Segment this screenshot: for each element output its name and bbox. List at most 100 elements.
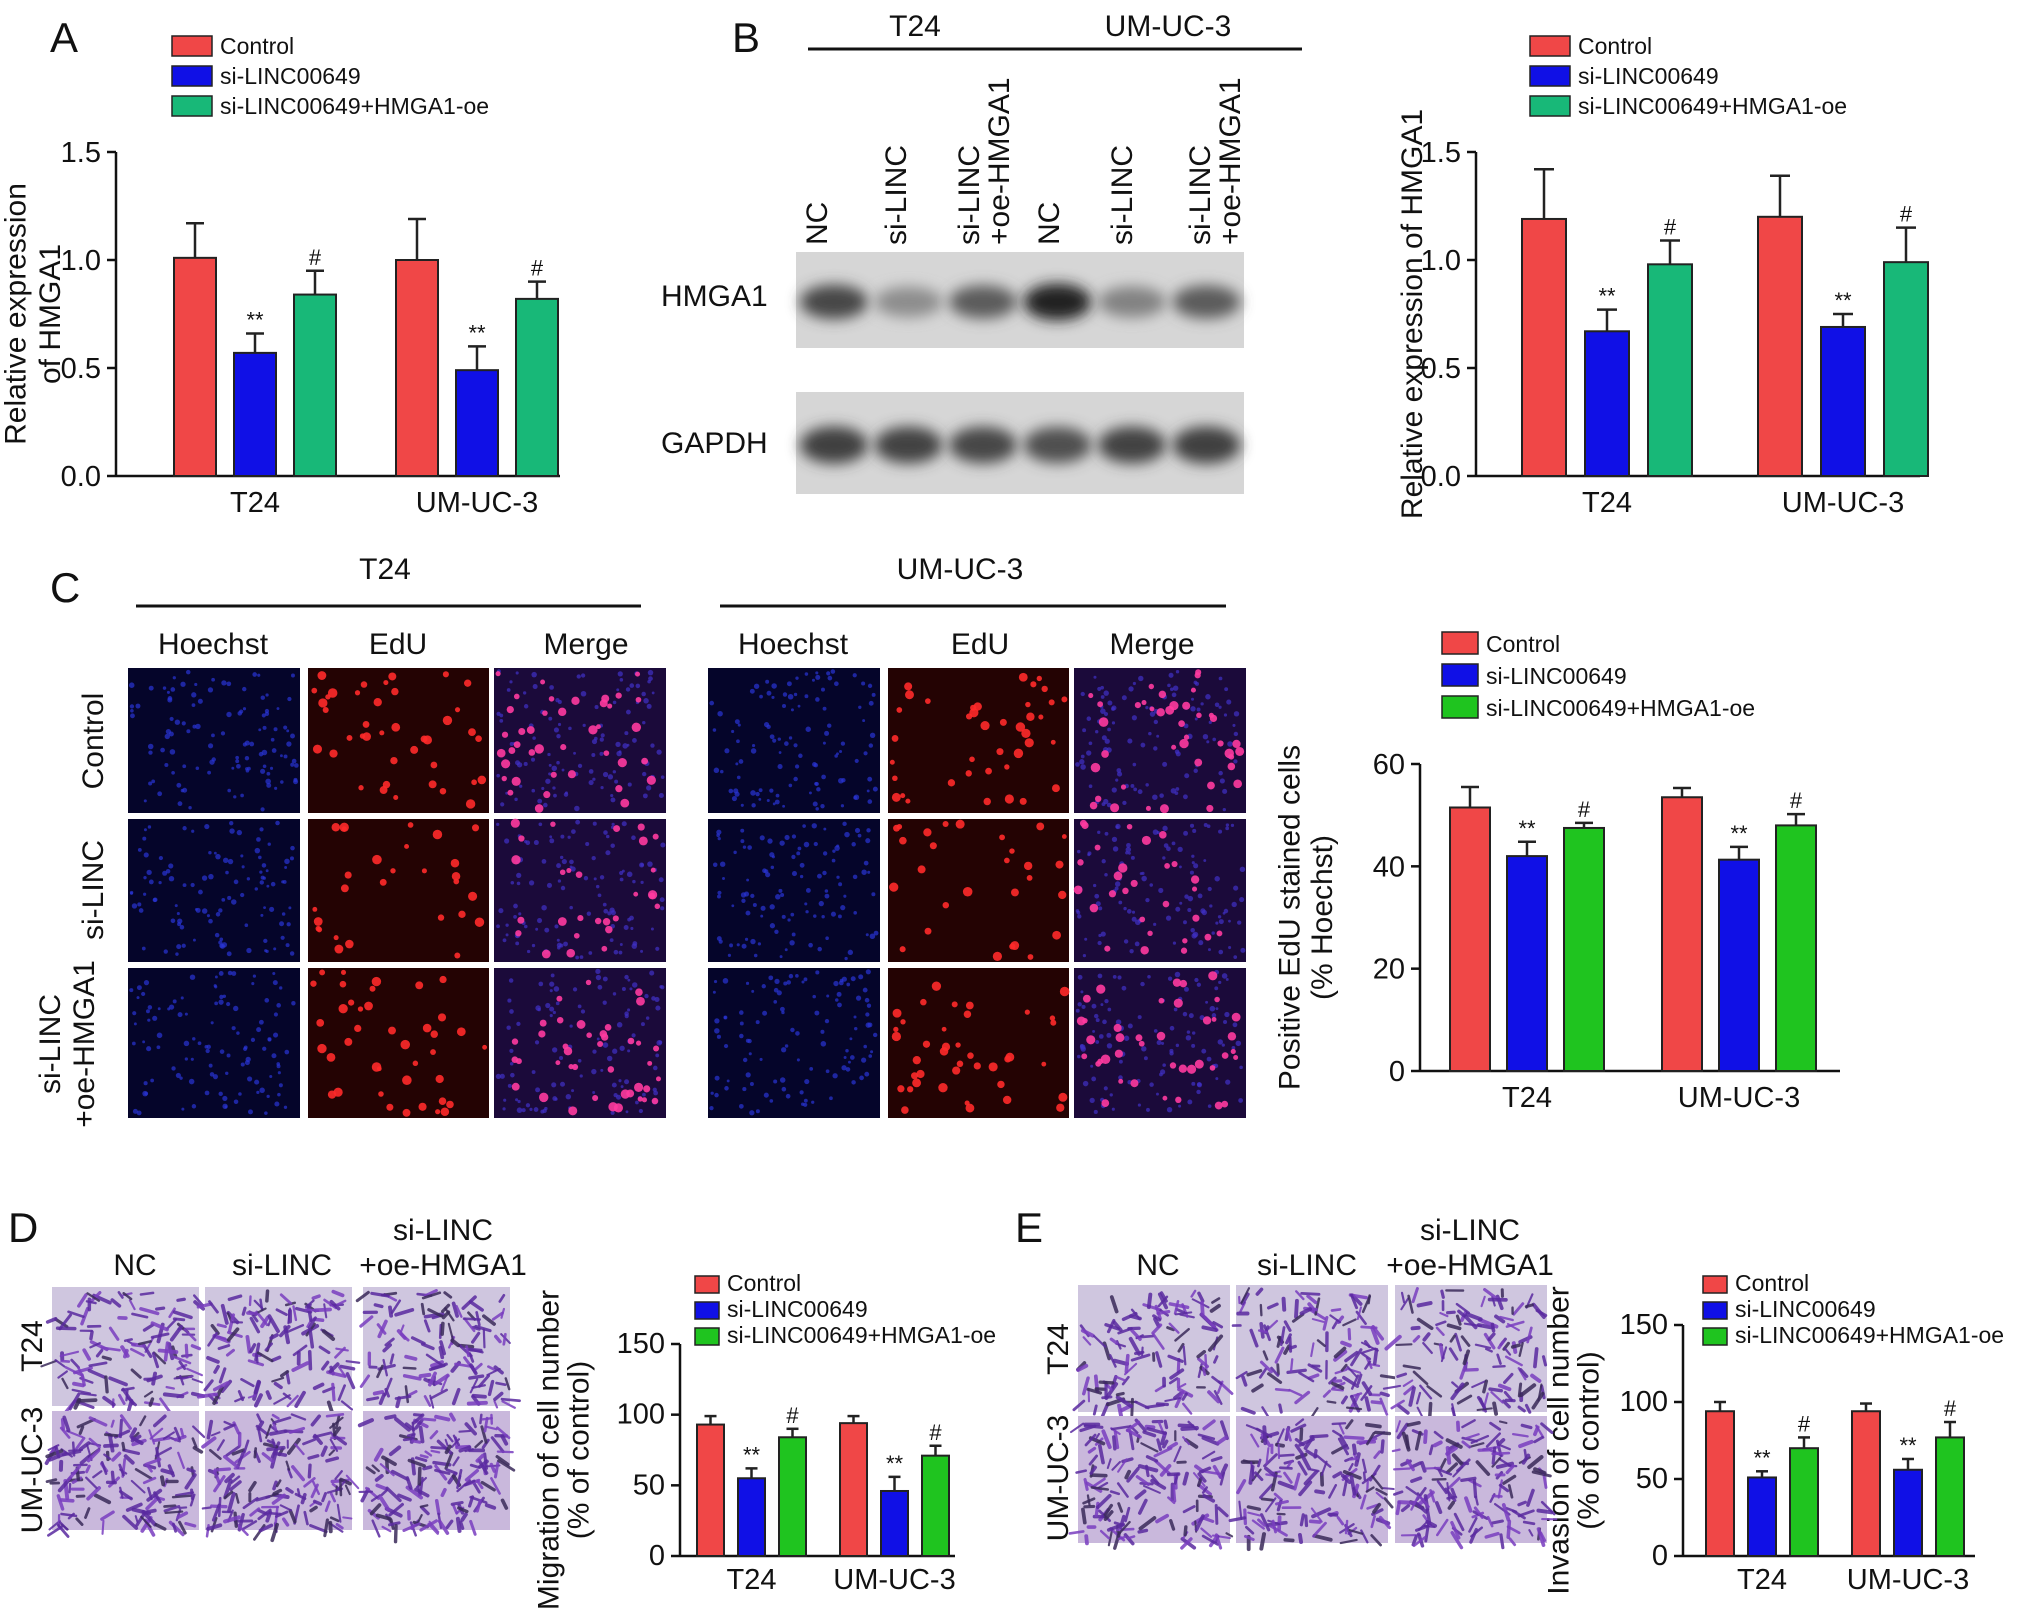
hoechst-nucleus xyxy=(1235,1040,1242,1047)
hoechst-nucleus xyxy=(1238,1098,1244,1103)
hoechst-nucleus xyxy=(801,980,805,984)
migration-stained-cell xyxy=(268,1511,282,1516)
hoechst-nucleus xyxy=(871,692,876,697)
hoechst-nucleus xyxy=(1167,976,1173,981)
migration-stained-cell xyxy=(381,1455,397,1467)
hoechst-nucleus xyxy=(1149,1082,1154,1087)
hoechst-nucleus xyxy=(610,797,616,803)
edu-positive-cell xyxy=(1018,672,1028,682)
migration-stained-cell xyxy=(371,1519,381,1538)
migration-stained-cell xyxy=(425,1353,443,1366)
hoechst-nucleus xyxy=(176,782,182,788)
invasion-stained-cell xyxy=(1115,1391,1125,1397)
edu-positive-cell xyxy=(615,785,623,793)
migration-stained-cell xyxy=(271,1413,280,1420)
hoechst-nucleus xyxy=(822,851,828,856)
hoechst-nucleus xyxy=(1207,886,1212,892)
hoechst-nucleus xyxy=(1194,681,1200,686)
hoechst-nucleus xyxy=(803,841,810,848)
edu-positive-cell xyxy=(653,1045,660,1052)
migration-stained-cell xyxy=(380,1489,388,1496)
invasion-stained-cell xyxy=(1082,1376,1090,1396)
hoechst-nucleus xyxy=(143,828,147,832)
x-tick-label: T24 xyxy=(230,487,280,519)
invasion-stained-cell xyxy=(1422,1341,1433,1355)
invasion-stained-cell xyxy=(1167,1496,1176,1505)
hoechst-nucleus xyxy=(1145,706,1149,710)
hoechst-nucleus xyxy=(862,719,866,723)
invasion-stained-cell xyxy=(1451,1453,1464,1466)
hoechst-nucleus xyxy=(164,733,170,740)
migration-stained-cell xyxy=(95,1348,104,1358)
hoechst-nucleus xyxy=(509,680,513,684)
hoechst-nucleus xyxy=(588,951,593,955)
hoechst-nucleus xyxy=(812,801,818,807)
invasion-stained-cell xyxy=(1474,1343,1492,1349)
invasion-stained-cell xyxy=(1382,1384,1402,1390)
hoechst-nucleus xyxy=(132,1011,137,1016)
hoechst-nucleus xyxy=(197,1041,202,1046)
edu-positive-cell xyxy=(605,925,613,934)
invasion-stained-cell xyxy=(1117,1535,1127,1541)
edu-positive-cell xyxy=(1101,750,1109,758)
hoechst-nucleus xyxy=(523,924,528,929)
hoechst-nucleus xyxy=(207,770,211,775)
migration-stained-cell xyxy=(375,1513,392,1521)
edu-positive-cell xyxy=(556,1016,564,1024)
edu-positive-cell xyxy=(346,735,353,741)
edu-positive-cell xyxy=(1156,708,1165,717)
hoechst-nucleus xyxy=(1221,1043,1225,1047)
migration-stained-cell xyxy=(471,1393,487,1399)
edu-positive-cell xyxy=(1126,823,1133,830)
hoechst-nucleus xyxy=(509,741,514,746)
migration-stained-cell xyxy=(223,1420,234,1427)
hoechst-nucleus xyxy=(169,749,176,755)
invasion-stained-cell xyxy=(1499,1533,1505,1550)
hoechst-nucleus xyxy=(787,918,791,922)
migration-stained-cell xyxy=(247,1394,257,1399)
hoechst-nucleus xyxy=(652,1065,658,1071)
edu-positive-cell xyxy=(947,779,956,787)
hoechst-nucleus xyxy=(175,1072,181,1079)
edu-positive-cell xyxy=(464,679,472,687)
hoechst-nucleus xyxy=(784,948,788,952)
edu-positive-cell xyxy=(1190,687,1196,693)
hoechst-nucleus xyxy=(1239,896,1245,903)
migration-stained-cell xyxy=(464,1422,477,1436)
invasion-stained-cell xyxy=(1383,1497,1394,1509)
migration-stained-cell xyxy=(294,1443,305,1456)
hoechst-nucleus xyxy=(1232,1022,1238,1028)
migration-stained-cell xyxy=(504,1377,511,1391)
edu-positive-cell xyxy=(1232,739,1241,749)
migration-stained-cell xyxy=(423,1319,431,1333)
hoechst-nucleus xyxy=(796,851,801,856)
hoechst-nucleus xyxy=(502,1107,506,1111)
edu-positive-cell xyxy=(1214,1101,1223,1110)
invasion-stained-cell xyxy=(1068,1530,1085,1535)
hoechst-nucleus xyxy=(1093,675,1097,679)
hoechst-nucleus xyxy=(717,890,722,895)
migration-stained-cell xyxy=(382,1358,389,1377)
invasion-stained-cell xyxy=(1395,1500,1402,1516)
migration-stained-cell xyxy=(130,1342,146,1348)
hoechst-nucleus xyxy=(190,1057,194,1061)
invasion-stained-cell xyxy=(1099,1529,1111,1540)
hoechst-nucleus xyxy=(815,697,820,702)
invasion-stained-cell xyxy=(1181,1392,1188,1401)
hoechst-nucleus xyxy=(798,753,803,759)
hoechst-nucleus xyxy=(1196,982,1201,987)
hoechst-nucleus xyxy=(1206,740,1210,744)
migration-stained-cell xyxy=(500,1397,521,1403)
bar xyxy=(1506,855,1548,1072)
invasion-stained-cell xyxy=(1092,1477,1106,1488)
hoechst-nucleus xyxy=(1123,1035,1130,1041)
migration-stained-cell xyxy=(307,1463,312,1479)
edu-positive-cell xyxy=(388,1026,396,1035)
migration-stained-cell xyxy=(458,1468,463,1480)
significance-mark: # xyxy=(1900,202,1913,227)
edu-positive-cell xyxy=(912,1056,921,1065)
migration-stained-cell xyxy=(465,1345,470,1358)
migration-stained-cell xyxy=(491,1311,504,1321)
hoechst-nucleus xyxy=(852,673,857,678)
hoechst-nucleus xyxy=(1167,683,1171,688)
